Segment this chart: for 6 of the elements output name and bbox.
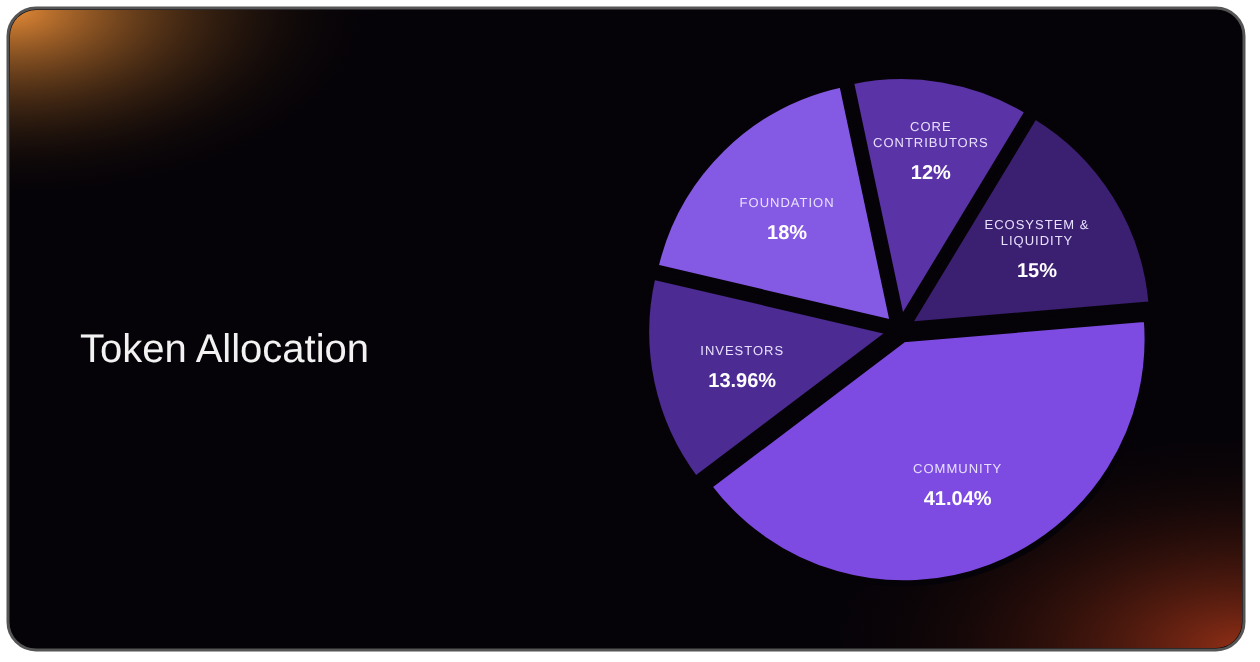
data-label: 13.96% — [708, 371, 777, 394]
data-label: 15% — [1017, 260, 1058, 283]
data-label: 12% — [910, 162, 952, 185]
data-label: 41.04% — [923, 488, 992, 511]
data-label: 18% — [767, 222, 808, 245]
text: Token Allocation — [80, 328, 370, 372]
